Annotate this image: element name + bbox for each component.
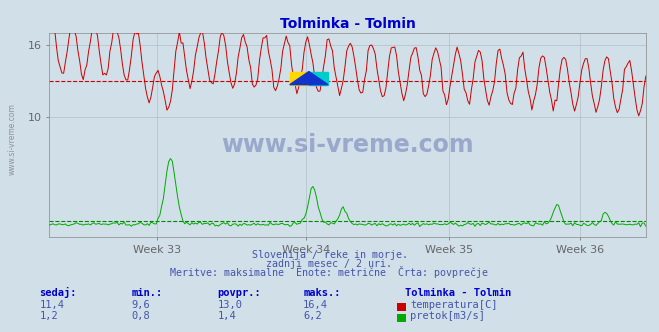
Text: Meritve: maksimalne  Enote: metrične  Črta: povprečje: Meritve: maksimalne Enote: metrične Črta… <box>171 266 488 278</box>
Text: temperatura[C]: temperatura[C] <box>410 300 498 310</box>
Text: 16,4: 16,4 <box>303 300 328 310</box>
Text: 1,2: 1,2 <box>40 311 58 321</box>
Text: www.si-vreme.com: www.si-vreme.com <box>221 133 474 157</box>
Title: Tolminka - Tolmin: Tolminka - Tolmin <box>279 17 416 31</box>
Text: www.si-vreme.com: www.si-vreme.com <box>8 104 17 175</box>
Polygon shape <box>290 72 309 85</box>
Polygon shape <box>290 72 309 85</box>
Text: zadnji mesec / 2 uri.: zadnji mesec / 2 uri. <box>266 259 393 269</box>
Text: povpr.:: povpr.: <box>217 288 261 298</box>
Text: sedaj:: sedaj: <box>40 287 77 298</box>
Text: 13,0: 13,0 <box>217 300 243 310</box>
Text: min.:: min.: <box>132 288 163 298</box>
Text: maks.:: maks.: <box>303 288 341 298</box>
Text: 11,4: 11,4 <box>40 300 65 310</box>
Text: Tolminka - Tolmin: Tolminka - Tolmin <box>405 288 511 298</box>
Text: pretok[m3/s]: pretok[m3/s] <box>410 311 485 321</box>
Polygon shape <box>309 72 328 85</box>
Text: 0,8: 0,8 <box>132 311 150 321</box>
Polygon shape <box>309 72 328 85</box>
Text: Slovenija / reke in morje.: Slovenija / reke in morje. <box>252 250 407 260</box>
Text: 1,4: 1,4 <box>217 311 236 321</box>
Text: 6,2: 6,2 <box>303 311 322 321</box>
Text: 9,6: 9,6 <box>132 300 150 310</box>
